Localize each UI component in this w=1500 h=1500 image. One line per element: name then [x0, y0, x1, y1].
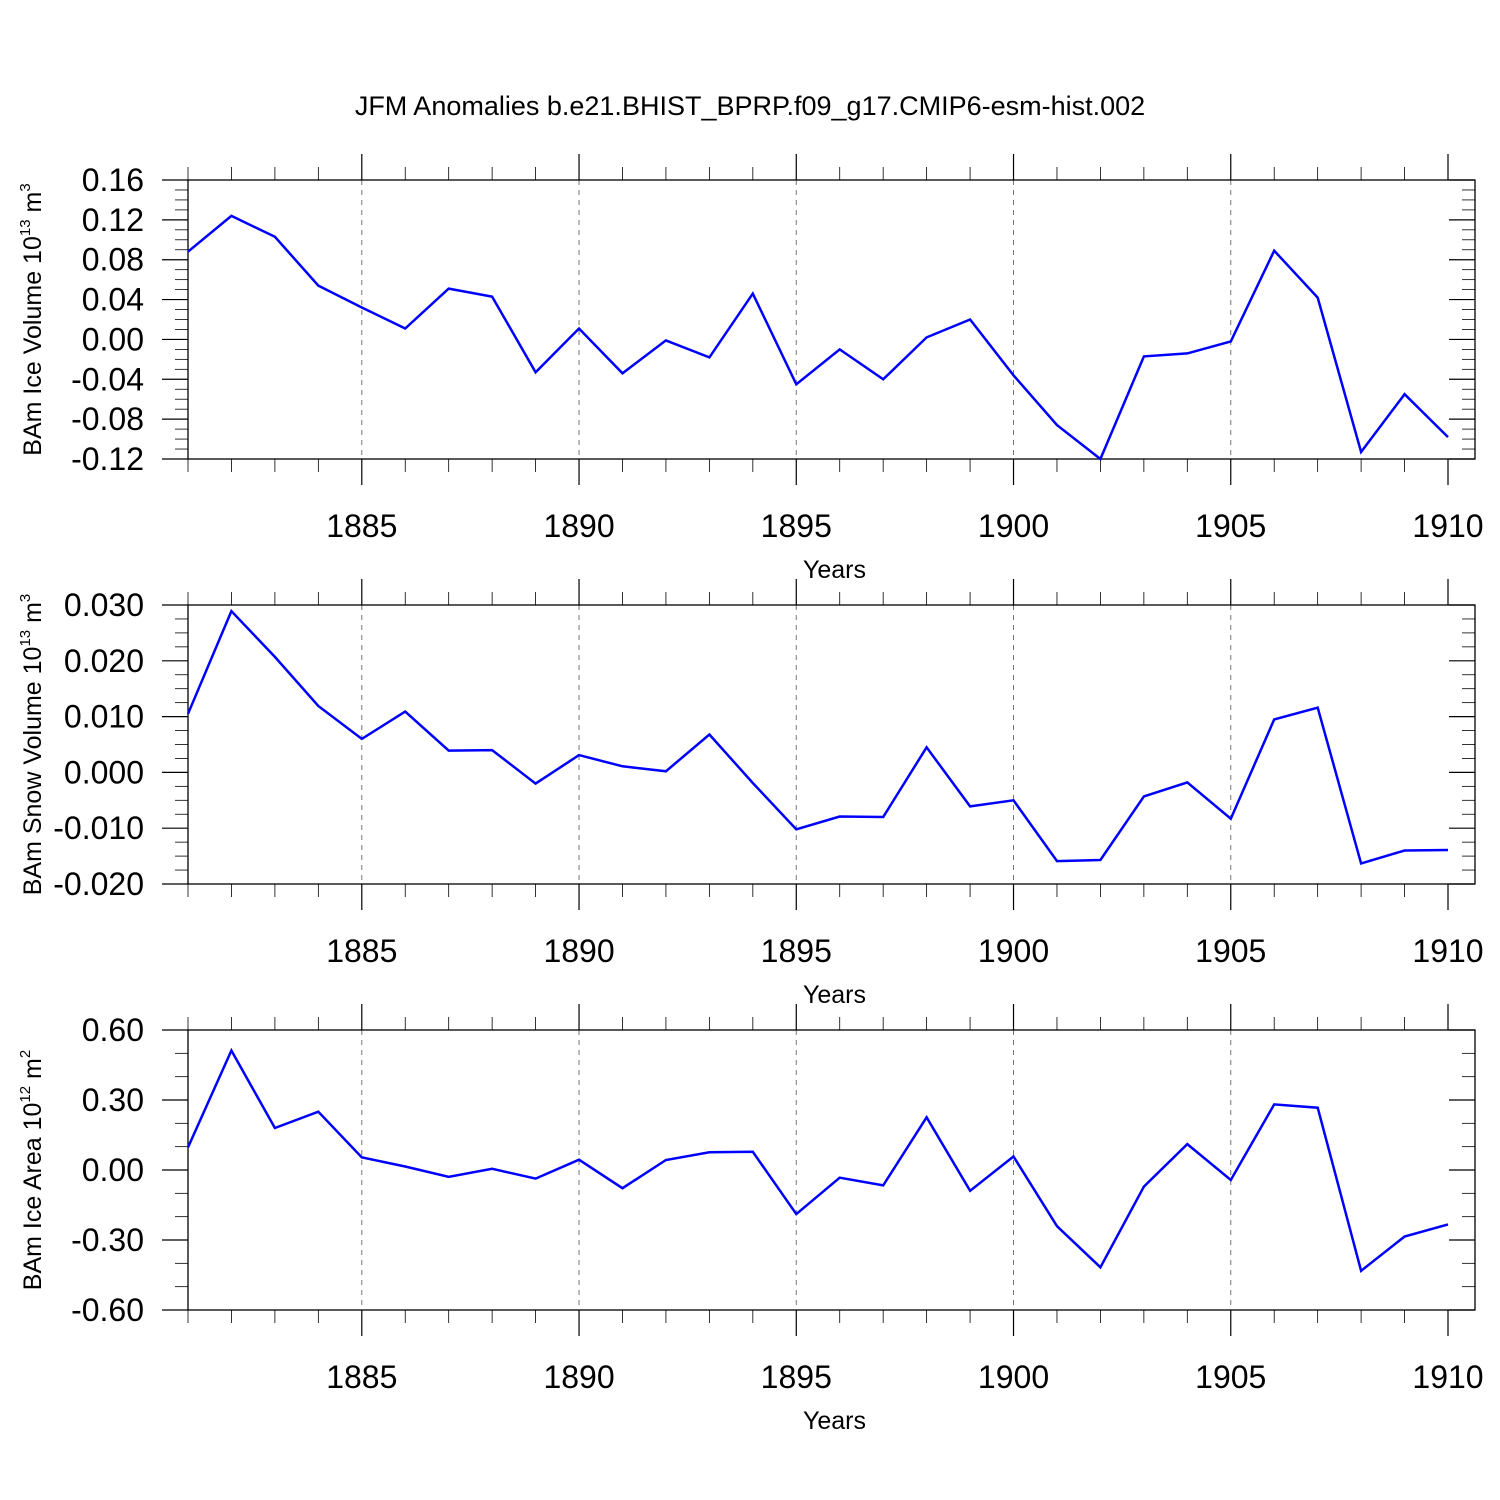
x-tick-label: 1900	[978, 933, 1049, 969]
x-axis-label: Years	[803, 1407, 866, 1435]
y-tick-label: -0.020	[53, 866, 144, 902]
x-tick-label: 1885	[326, 933, 397, 969]
y-tick-label: 0.16	[82, 162, 144, 198]
y-axis-label: BAm Snow Volume 1013 m3	[17, 594, 47, 896]
y-axis-label: BAm Ice Area 1012 m2	[17, 1050, 47, 1290]
y-tick-label: 0.08	[82, 242, 144, 278]
x-tick-label: 1885	[326, 508, 397, 544]
y-axis-label-text: BAm Ice Volume 10	[19, 236, 47, 456]
x-tick-label: 1900	[978, 1359, 1049, 1395]
y-tick-label: 0.60	[82, 1012, 144, 1048]
x-tick-label: 1895	[761, 508, 832, 544]
y-tick-label: 0.00	[82, 321, 144, 357]
y-axis-label-unit-exponent: 2	[17, 1050, 34, 1058]
plot-frame	[187, 179, 1476, 460]
x-tick-label: 1905	[1195, 1359, 1266, 1395]
y-axis-label-unit: m	[19, 192, 47, 220]
x-tick-label: 1885	[326, 1359, 397, 1395]
y-tick-label: 0.000	[64, 754, 144, 790]
plot-frame	[187, 1029, 1476, 1311]
series-line-ice-volume	[187, 214, 1449, 461]
x-tick-label: 1910	[1412, 1359, 1483, 1395]
x-tick-label: 1910	[1412, 933, 1483, 969]
x-tick-label: 1890	[543, 1359, 614, 1395]
chart-title: JFM Anomalies b.e21.BHIST_BPRP.f09_g17.C…	[355, 91, 1145, 121]
y-tick-label: 0.030	[64, 587, 144, 623]
y-tick-label: -0.30	[71, 1222, 144, 1258]
series-line-ice-area	[186, 1047, 1449, 1273]
x-tick-label: 1890	[543, 508, 614, 544]
y-tick-label: -0.04	[71, 361, 144, 397]
y-tick-label: -0.08	[71, 401, 144, 437]
y-tick-label: 0.12	[82, 202, 144, 238]
x-tick-label: 1905	[1195, 508, 1266, 544]
plot-frame	[187, 604, 1476, 885]
y-axis-label-unit-exponent: 3	[17, 594, 34, 602]
y-tick-label: 0.04	[82, 282, 144, 318]
y-axis-label-exponent: 12	[17, 1086, 34, 1103]
y-axis-label-unit: m	[19, 602, 47, 630]
x-tick-label: 1895	[761, 933, 832, 969]
y-tick-label: -0.010	[53, 810, 144, 846]
chart-panel-ice-volume: 0.16 0.12 0.08 0.040.00 -0.04 -0.08 -0.12 1885 1…	[17, 154, 1484, 584]
y-axis-label-exponent: 13	[17, 219, 34, 236]
series-line-snow-volume	[186, 608, 1449, 865]
y-tick-label: 0.020	[64, 643, 144, 679]
chart-panel-snow-volume: 0.030 0.020 0.010 0.000 -0.010 -0.020 1885 1890…	[17, 579, 1484, 1009]
y-axis-label-text: BAm Ice Area 10	[19, 1103, 47, 1291]
x-axis-label: Years	[803, 981, 866, 1009]
x-tick-label: 1910	[1412, 508, 1483, 544]
y-axis-label-text: BAm Snow Volume 10	[19, 647, 47, 896]
y-tick-label: 0.010	[64, 699, 144, 735]
y-tick-label: 0.30	[82, 1082, 144, 1118]
y-tick-label: -0.12	[71, 441, 144, 477]
chart-panel-ice-area: 0.60 0.30 0.00 -0.30 -0.60 1885 1890 1895 1900 19…	[17, 1004, 1484, 1435]
y-tick-label: -0.60	[71, 1292, 144, 1328]
x-tick-label: 1900	[978, 508, 1049, 544]
y-axis-label: BAm Ice Volume 1013 m3	[17, 183, 47, 455]
x-tick-label: 1905	[1195, 933, 1266, 969]
x-tick-label: 1895	[761, 1359, 832, 1395]
y-axis-label-unit: m	[19, 1058, 47, 1086]
y-axis-label-unit-exponent: 3	[17, 183, 34, 191]
y-tick-label: 0.00	[82, 1152, 144, 1188]
x-axis-label: Years	[803, 556, 866, 584]
x-tick-label: 1890	[543, 933, 614, 969]
y-axis-label-exponent: 13	[17, 630, 34, 647]
